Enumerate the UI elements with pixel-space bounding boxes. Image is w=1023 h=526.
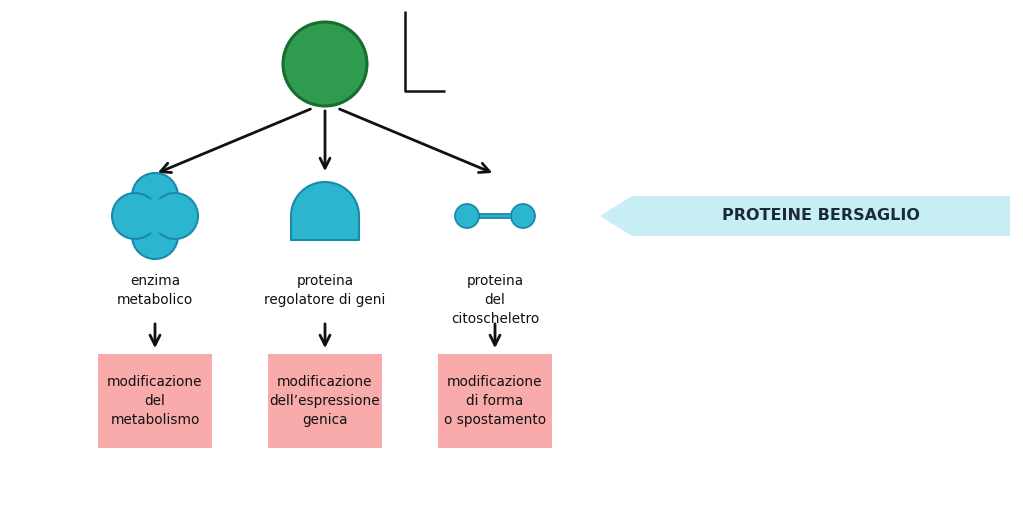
Text: modificazione
di forma
o spostamento: modificazione di forma o spostamento [444, 375, 546, 427]
FancyBboxPatch shape [438, 354, 552, 448]
Circle shape [138, 199, 172, 233]
Text: enzima
metabolico: enzima metabolico [117, 274, 193, 307]
FancyBboxPatch shape [268, 354, 382, 448]
Bar [468, 214, 523, 218]
FancyBboxPatch shape [98, 354, 212, 448]
Circle shape [152, 193, 198, 239]
Polygon shape [601, 196, 1010, 236]
Circle shape [132, 173, 178, 219]
Circle shape [112, 193, 158, 239]
Circle shape [283, 22, 367, 106]
Text: PROTEINE BERSAGLIO: PROTEINE BERSAGLIO [722, 208, 920, 224]
Text: proteina
del
citoscheletro: proteina del citoscheletro [451, 274, 539, 326]
Text: proteina
regolatore di geni: proteina regolatore di geni [264, 274, 386, 307]
Text: modificazione
del
metabolismo: modificazione del metabolismo [107, 375, 203, 427]
Circle shape [132, 213, 178, 259]
Circle shape [512, 204, 535, 228]
Bar [291, 216, 359, 240]
Wedge shape [291, 182, 359, 216]
Circle shape [455, 204, 479, 228]
Text: modificazione
dell’espressione
genica: modificazione dell’espressione genica [270, 375, 381, 427]
